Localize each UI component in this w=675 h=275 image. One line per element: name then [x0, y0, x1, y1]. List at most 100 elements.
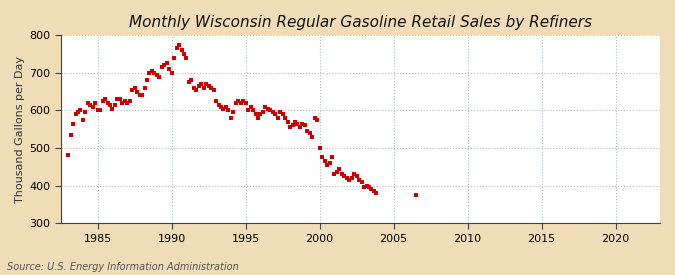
- Point: [176, 48, 187, 53]
- Point: [215, 104, 226, 109]
- Y-axis label: Thousand Gallons per Day: Thousand Gallons per Day: [15, 56, 25, 203]
- Point: [144, 71, 155, 75]
- Point: [142, 78, 153, 82]
- Point: [115, 97, 126, 101]
- Point: [282, 120, 293, 124]
- Point: [132, 89, 142, 94]
- Point: [270, 112, 281, 116]
- Point: [122, 101, 133, 105]
- Point: [366, 187, 377, 191]
- Point: [238, 99, 248, 103]
- Point: [95, 108, 105, 113]
- Point: [206, 86, 217, 90]
- Point: [349, 172, 360, 177]
- Title: Monthly Wisconsin Regular Gasoline Retail Sales by Refiners: Monthly Wisconsin Regular Gasoline Retai…: [129, 15, 592, 30]
- Point: [304, 131, 315, 135]
- Point: [119, 99, 130, 103]
- Point: [358, 185, 369, 189]
- Point: [85, 103, 96, 107]
- Point: [164, 67, 175, 71]
- Point: [267, 110, 278, 114]
- Point: [139, 86, 150, 90]
- Point: [63, 153, 74, 158]
- Point: [250, 112, 261, 116]
- Point: [315, 146, 325, 150]
- Point: [193, 84, 204, 88]
- Point: [134, 93, 145, 98]
- Point: [75, 108, 86, 113]
- Point: [263, 106, 273, 111]
- Point: [218, 106, 229, 111]
- Point: [230, 101, 241, 105]
- Point: [240, 101, 251, 105]
- Point: [169, 56, 180, 60]
- Point: [65, 133, 76, 137]
- Point: [179, 52, 190, 56]
- Point: [151, 73, 162, 77]
- Point: [100, 97, 111, 101]
- Point: [309, 116, 320, 120]
- Point: [258, 110, 269, 114]
- Point: [265, 108, 276, 113]
- Point: [130, 86, 140, 90]
- Point: [292, 121, 303, 126]
- Point: [78, 118, 88, 122]
- Point: [112, 97, 123, 101]
- Point: [198, 86, 209, 90]
- Point: [127, 87, 138, 92]
- Point: [342, 176, 352, 180]
- Point: [356, 180, 367, 184]
- Point: [294, 125, 305, 130]
- Point: [369, 189, 379, 193]
- Point: [290, 120, 300, 124]
- Point: [159, 63, 169, 68]
- Point: [92, 108, 103, 113]
- Point: [196, 82, 207, 86]
- Point: [277, 112, 288, 116]
- Point: [312, 118, 323, 122]
- Point: [137, 93, 148, 98]
- Point: [364, 185, 375, 189]
- Point: [97, 99, 108, 103]
- Point: [161, 61, 172, 66]
- Point: [317, 155, 327, 160]
- Point: [124, 99, 135, 103]
- Point: [188, 86, 199, 90]
- Point: [105, 103, 115, 107]
- Point: [68, 121, 78, 126]
- Point: [236, 101, 246, 105]
- Point: [329, 172, 340, 177]
- Point: [336, 172, 347, 177]
- Point: [80, 110, 91, 114]
- Point: [191, 87, 202, 92]
- Point: [260, 104, 271, 109]
- Point: [200, 82, 211, 86]
- Point: [233, 99, 244, 103]
- Point: [302, 129, 313, 133]
- Point: [334, 166, 345, 171]
- Point: [339, 174, 350, 178]
- Point: [146, 69, 157, 73]
- Point: [245, 104, 256, 109]
- Point: [157, 65, 167, 70]
- Point: [221, 104, 232, 109]
- Text: Source: U.S. Energy Information Administration: Source: U.S. Energy Information Administ…: [7, 262, 238, 272]
- Point: [248, 108, 259, 113]
- Point: [203, 84, 214, 88]
- Point: [273, 116, 284, 120]
- Point: [297, 121, 308, 126]
- Point: [279, 116, 290, 120]
- Point: [300, 123, 310, 128]
- Point: [184, 80, 194, 84]
- Point: [225, 116, 236, 120]
- Point: [228, 110, 239, 114]
- Point: [351, 174, 362, 178]
- Point: [186, 78, 197, 82]
- Point: [255, 112, 266, 116]
- Point: [346, 176, 357, 180]
- Point: [166, 71, 177, 75]
- Point: [331, 170, 342, 175]
- Point: [208, 87, 219, 92]
- Point: [371, 191, 382, 195]
- Point: [88, 104, 99, 109]
